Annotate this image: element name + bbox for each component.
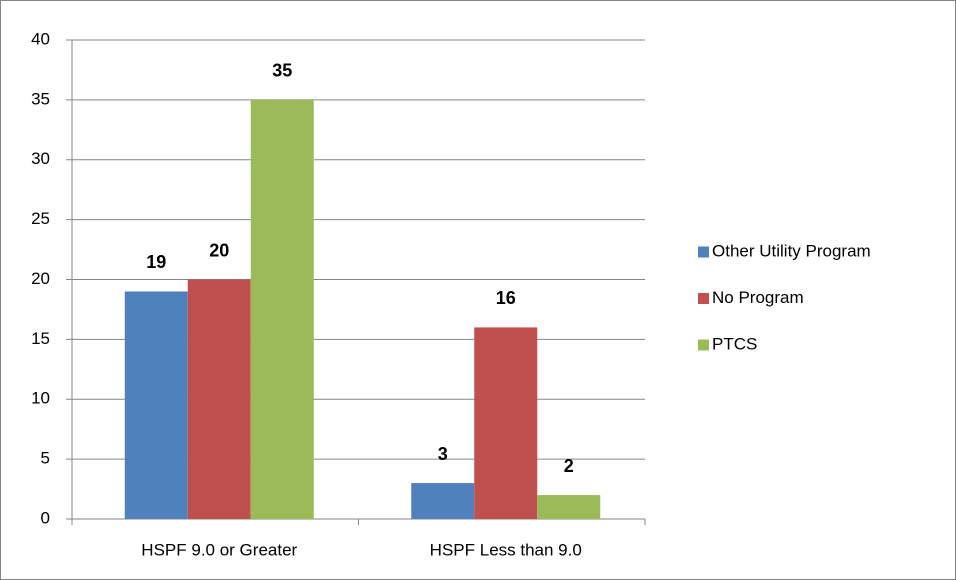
y-tick-label: 15 bbox=[31, 329, 50, 348]
data-label: 2 bbox=[564, 456, 574, 476]
bar bbox=[250, 99, 314, 519]
y-tick-label: 20 bbox=[31, 269, 50, 288]
x-tick-label: HSPF Less than 9.0 bbox=[430, 540, 582, 559]
y-tick-label: 0 bbox=[41, 508, 50, 527]
y-tick-label: 25 bbox=[31, 209, 50, 228]
legend-swatch bbox=[698, 293, 709, 304]
y-tick-label: 5 bbox=[41, 449, 50, 468]
data-label: 20 bbox=[209, 240, 229, 260]
bar bbox=[411, 483, 475, 519]
legend-label: Other Utility Program bbox=[712, 241, 871, 260]
data-label: 19 bbox=[146, 252, 166, 272]
bar bbox=[124, 291, 188, 519]
bar bbox=[474, 327, 538, 519]
y-tick-label: 30 bbox=[31, 149, 50, 168]
y-tick-label: 40 bbox=[31, 29, 50, 48]
legend-label: PTCS bbox=[712, 334, 757, 353]
legend-swatch bbox=[698, 246, 709, 258]
y-tick-label: 35 bbox=[31, 89, 50, 108]
legend-swatch bbox=[698, 339, 709, 351]
y-tick-label: 10 bbox=[31, 389, 50, 408]
data-label: 16 bbox=[496, 288, 516, 308]
legend-label: No Program bbox=[712, 288, 804, 307]
data-label: 3 bbox=[438, 444, 448, 464]
bar bbox=[537, 495, 601, 519]
x-tick-label: HSPF 9.0 or Greater bbox=[141, 540, 297, 559]
bar bbox=[187, 279, 251, 519]
data-label: 35 bbox=[272, 61, 292, 81]
